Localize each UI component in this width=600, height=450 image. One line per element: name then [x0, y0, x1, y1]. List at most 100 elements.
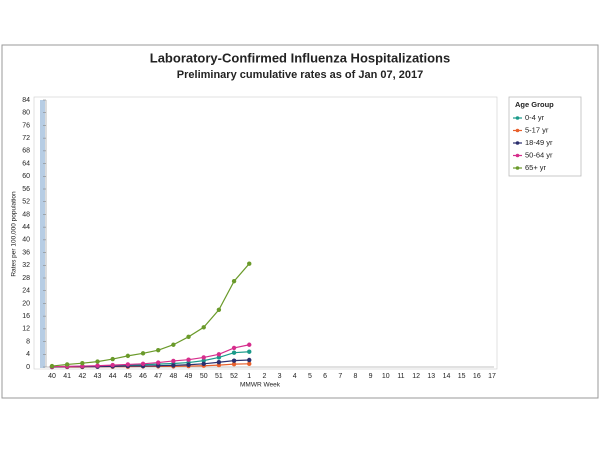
x-tick-label: 2 — [262, 373, 266, 380]
data-point — [216, 307, 222, 312]
frame — [1, 44, 599, 399]
x-tick-label: 47 — [154, 373, 162, 380]
data-point — [201, 325, 206, 330]
x-tick-label: 52 — [230, 373, 238, 380]
data-point — [201, 358, 206, 363]
y-tick-label: 52 — [22, 199, 30, 206]
series-line — [51, 344, 250, 368]
x-tick-label: 16 — [473, 373, 481, 380]
data-point — [110, 356, 115, 362]
legend-title: Age Group — [515, 100, 554, 109]
data-point — [247, 357, 252, 363]
x-tick-label: 8 — [353, 373, 357, 380]
data-point — [247, 349, 252, 354]
y-tick-label: 12 — [22, 326, 30, 333]
y-tick-label: 8 — [26, 338, 30, 345]
data-point — [64, 362, 70, 367]
y-tick-label: 68 — [22, 148, 30, 155]
data-point — [247, 361, 252, 367]
data-point — [110, 362, 115, 368]
data-point — [231, 345, 237, 351]
x-tick-label: 50 — [200, 373, 208, 380]
y-tick-label: 28 — [22, 275, 30, 282]
data-point — [231, 361, 237, 367]
legend-marker — [515, 128, 520, 133]
data-point — [140, 361, 146, 367]
y-axis-label: Rates per 100,000 population — [11, 191, 18, 277]
legend-label: 5-17 yr — [525, 125, 549, 134]
y-tick-label: 60 — [22, 173, 30, 180]
data-point — [216, 355, 222, 360]
x-tick-label: 48 — [169, 373, 177, 380]
y-tick-label: 48 — [22, 211, 30, 218]
y-tick-label: 76 — [22, 122, 30, 129]
chart-title: Laboratory-Confirmed Influenza Hospitali… — [150, 50, 450, 65]
legend-marker — [515, 166, 520, 170]
y-tick-label: 32 — [22, 262, 30, 269]
x-tick-label: 45 — [124, 373, 132, 380]
y-tick-label: 0 — [26, 364, 30, 371]
y-tick-label: 16 — [22, 313, 30, 320]
y-tick-label: 36 — [22, 249, 30, 256]
x-tick-label: 13 — [427, 373, 435, 380]
data-point — [231, 350, 237, 355]
legend-label: 65+ yr — [525, 163, 547, 172]
y-tick-label: 44 — [22, 224, 30, 231]
legend-box — [508, 96, 582, 177]
data-point — [247, 261, 252, 266]
x-tick-label: 3 — [278, 373, 282, 380]
legend-label: 50-64 yr — [525, 150, 553, 159]
y-tick-label: 84 — [22, 97, 30, 104]
data-point — [186, 334, 191, 340]
data-point — [80, 360, 85, 366]
x-axis-label: MMWR Week — [240, 382, 281, 389]
legend-marker — [515, 116, 520, 120]
y-tick-label: 80 — [22, 110, 30, 117]
y-tick-label: 40 — [22, 237, 30, 244]
x-tick-label: 17 — [488, 373, 496, 380]
data-point — [186, 357, 191, 362]
x-tick-label: 46 — [139, 373, 147, 380]
x-tick-label: 11 — [397, 373, 404, 380]
x-tick-label: 43 — [94, 373, 102, 380]
y-tick-label: 20 — [22, 300, 30, 307]
data-point — [156, 347, 161, 353]
data-point — [171, 363, 176, 368]
x-tick-label: 51 — [215, 373, 223, 380]
data-point — [156, 363, 161, 368]
data-point — [216, 360, 222, 365]
x-tick-label: 5 — [308, 373, 312, 380]
x-tick-label: 7 — [338, 373, 342, 380]
x-tick-label: 10 — [382, 373, 390, 380]
legend-label: 18-49 yr — [525, 138, 553, 147]
legend-label: 0-4 yr — [525, 113, 545, 122]
data-point — [186, 362, 191, 367]
data-point — [216, 352, 222, 357]
legend-marker — [515, 153, 520, 158]
data-point — [95, 363, 100, 368]
series-line — [51, 359, 250, 368]
data-point — [201, 361, 206, 367]
data-point — [140, 351, 146, 356]
data-point — [201, 355, 206, 360]
series-line — [51, 263, 250, 367]
x-tick-label: 4 — [293, 373, 297, 380]
data-point — [95, 359, 100, 364]
x-tick-label: 14 — [443, 373, 451, 380]
x-tick-label: 1 — [247, 373, 251, 380]
x-tick-label: 40 — [48, 373, 56, 380]
x-tick-label: 44 — [109, 373, 117, 380]
data-point — [156, 360, 161, 365]
x-tick-label: 49 — [185, 373, 193, 380]
data-point — [49, 363, 55, 369]
chart-subtitle: Preliminary cumulative rates as of Jan 0… — [177, 69, 423, 81]
y-tick-label: 72 — [22, 135, 30, 142]
x-tick-label: 9 — [369, 373, 373, 380]
data-point — [125, 353, 131, 359]
x-tick-label: 41 — [63, 373, 71, 380]
data-point — [231, 278, 237, 284]
data-point — [247, 342, 252, 347]
x-tick-label: 12 — [412, 373, 420, 380]
